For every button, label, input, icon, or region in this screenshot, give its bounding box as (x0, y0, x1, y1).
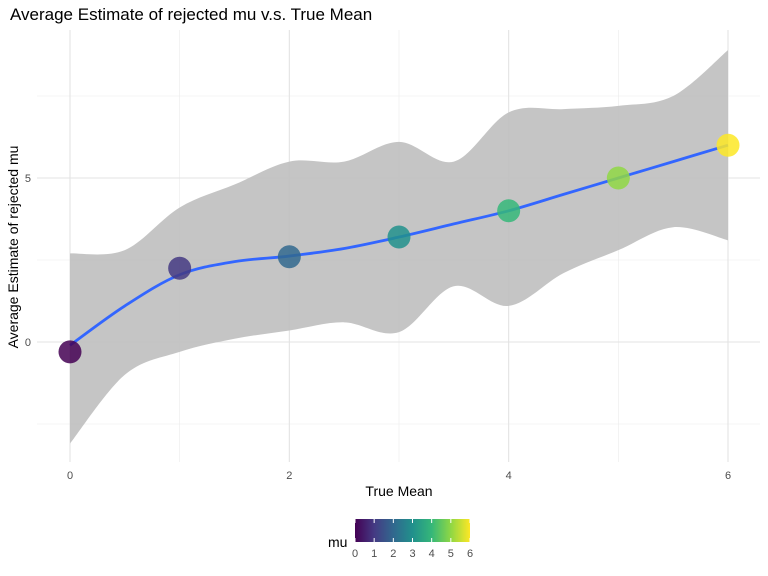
legend-tick-label: 3 (409, 548, 415, 560)
data-point (168, 256, 192, 280)
data-point (497, 199, 521, 223)
legend-tick-label: 2 (390, 548, 396, 560)
data-point (716, 133, 740, 157)
legend: mu 0 1 2 3 4 5 6 (328, 519, 473, 560)
y-tick-label: 5 (25, 173, 31, 185)
legend-tick-label: 6 (467, 548, 473, 560)
legend-tick-label: 1 (371, 548, 377, 560)
data-points (58, 133, 740, 364)
y-tick-label: 0 (25, 337, 31, 349)
data-point (606, 166, 630, 190)
x-tick-label: 6 (725, 470, 731, 482)
legend-colorbar (355, 519, 470, 542)
legend-ticks: 0 1 2 3 4 5 6 (352, 519, 473, 560)
y-tick-labels: 05 (25, 173, 31, 349)
x-axis-title: True Mean (365, 483, 432, 499)
data-point (58, 340, 82, 364)
legend-tick-label: 0 (352, 548, 358, 560)
x-tick-label: 2 (286, 470, 292, 482)
data-point (387, 225, 411, 249)
legend-tick-label: 4 (429, 548, 435, 560)
legend-tick-label: 5 (448, 548, 454, 560)
x-tick-label: 4 (506, 470, 512, 482)
y-axis-title: Average Estimate of rejected mu (5, 146, 21, 349)
x-tick-label: 0 (67, 470, 73, 482)
x-tick-labels: 0 2 4 6 (67, 470, 731, 482)
chart-title: Average Estimate of rejected mu v.s. Tru… (10, 5, 372, 24)
legend-title: mu (328, 534, 347, 550)
data-point (277, 245, 301, 269)
